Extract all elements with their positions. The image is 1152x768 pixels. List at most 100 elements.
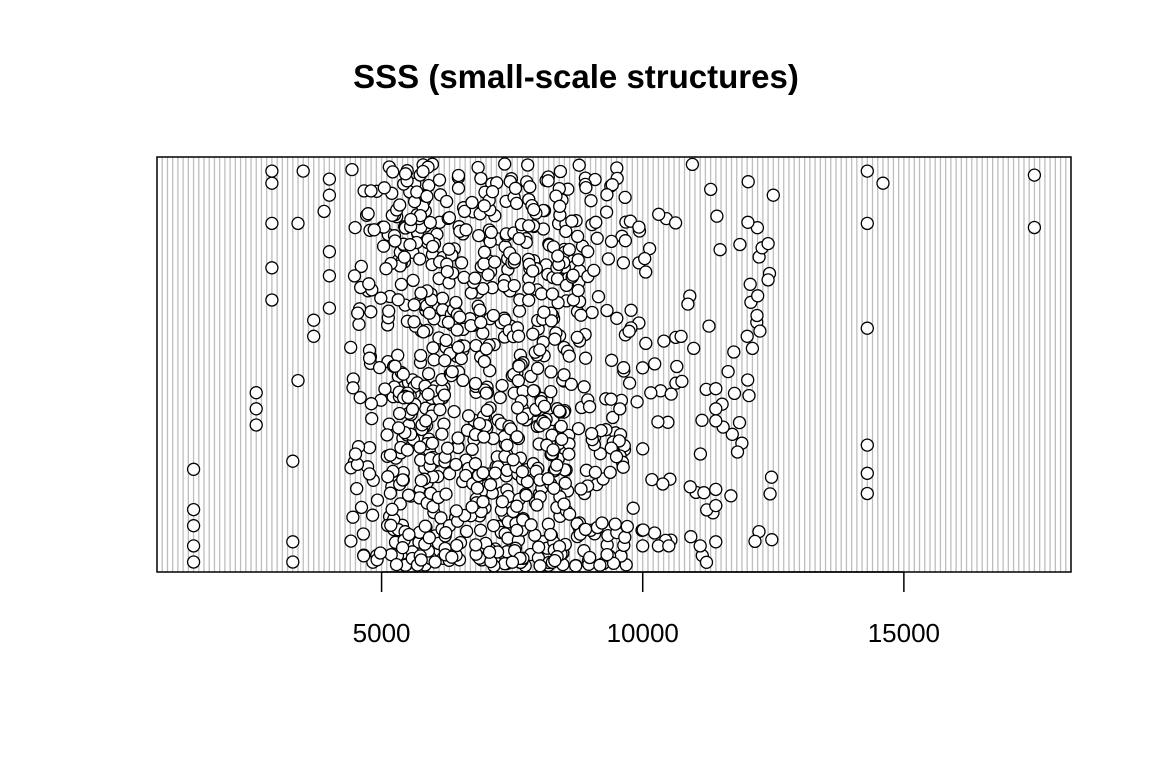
data-point [571,421,586,436]
data-point [541,174,555,188]
data-point [613,402,627,416]
data-point [644,386,658,400]
data-point [401,390,415,404]
data-point [454,256,469,270]
data-point [547,481,561,495]
data-point [587,263,601,278]
data-point [554,419,568,434]
data-point [439,487,453,501]
data-point [510,430,524,444]
data-point [578,522,593,537]
data-point [437,388,452,402]
data-point [477,354,492,369]
data-point [378,382,392,396]
data-point [486,518,501,533]
data-point [265,261,279,275]
data-point [635,361,650,375]
data-point [603,465,617,480]
data-point [485,185,500,199]
data-point [451,340,465,355]
data-point [595,516,609,530]
data-point [428,555,442,569]
data-point [440,441,455,455]
data-point [400,443,415,457]
data-point [730,445,745,459]
data-point [555,432,569,447]
data-point [574,308,588,322]
data-point [537,399,552,414]
data-point [186,462,201,476]
data-point [459,524,474,539]
x-tick-label: 5000 [353,618,411,648]
data-point [480,403,494,418]
data-point [465,195,479,210]
data-point [453,310,467,324]
data-point [622,324,636,338]
data-point [361,207,375,221]
data-point [422,306,437,320]
data-point [574,482,588,496]
data-point [477,430,491,444]
data-point [477,257,491,271]
data-point [544,384,558,399]
data-point [402,527,416,542]
data-point [420,189,434,204]
data-point [322,301,337,315]
data-point [393,198,407,212]
data-point [531,540,546,554]
data-point [488,466,502,480]
data-point [365,508,380,522]
data-point [618,190,632,205]
data-point [486,308,501,323]
data-point [550,458,564,472]
data-point [753,324,767,338]
data-point [566,268,580,282]
data-point [365,411,379,426]
data-point [381,470,395,484]
data-point [748,534,762,549]
data-point [559,224,573,239]
data-point [645,472,659,487]
data-point [379,262,393,276]
data-point [656,477,670,491]
data-point [577,380,591,394]
data-point [704,182,718,197]
data-point [474,315,488,330]
data-point [606,410,620,425]
data-point [687,341,701,356]
data-point [442,211,457,225]
data-point [391,293,405,307]
data-point [404,212,418,227]
data-point [416,325,431,339]
data-point [291,373,305,388]
data-point [457,270,471,285]
data-point [860,438,874,452]
data-point [438,353,452,368]
data-point [684,530,698,544]
data-point [265,216,279,231]
data-point [685,157,700,172]
data-point [721,364,735,379]
data-point [511,374,526,388]
data-point [601,252,616,266]
data-point [510,523,524,538]
data-point [683,480,697,494]
data-point [388,234,402,248]
data-point [383,448,398,462]
data-point [362,467,377,481]
data-point [265,293,279,307]
data-point [442,242,456,256]
data-point [724,489,738,503]
data-point [860,486,874,501]
data-point [740,329,754,343]
data-point [709,498,723,513]
data-point [445,550,459,564]
data-point [674,329,688,344]
data-point [751,289,765,303]
data-point [479,386,493,400]
data-point [322,269,337,283]
data-point [511,329,526,343]
data-point [346,381,360,395]
data-point [425,436,440,450]
